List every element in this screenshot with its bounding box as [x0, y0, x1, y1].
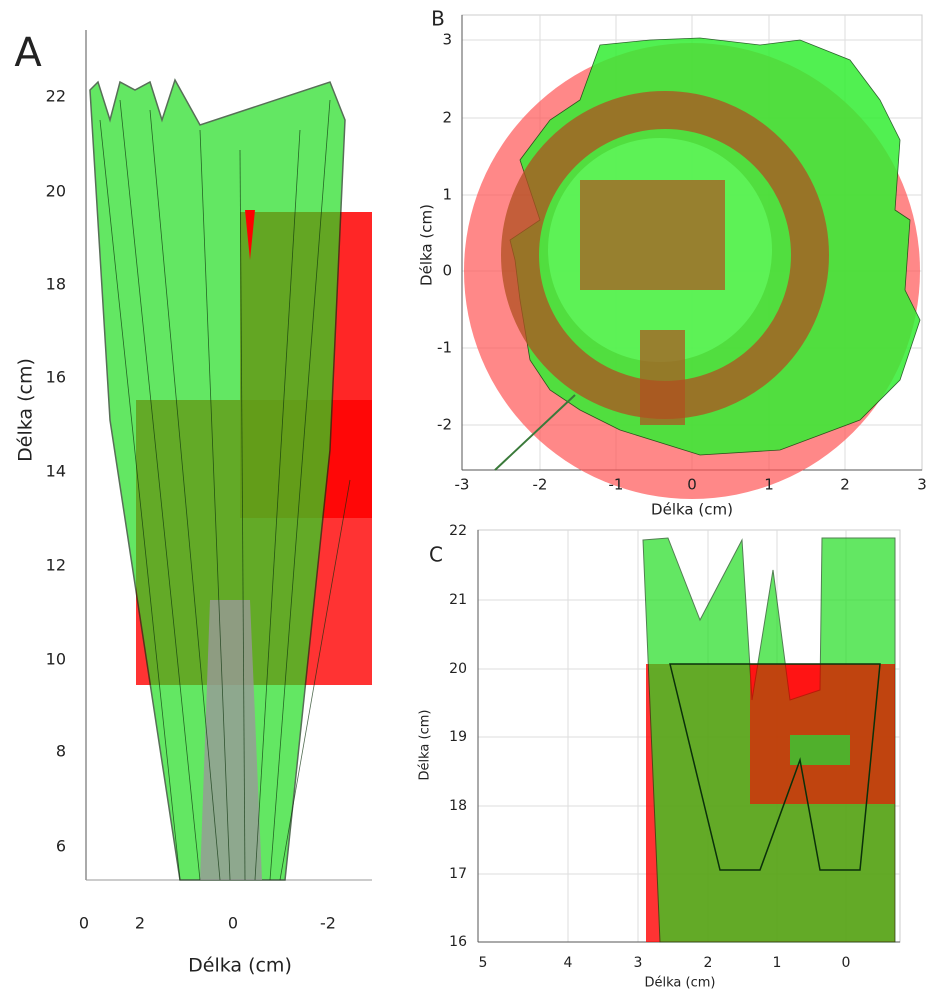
x-tick-label: 0 [842, 955, 851, 971]
panel-label: A [14, 30, 42, 76]
y-axis-label: Délka (cm) [418, 710, 433, 781]
x-tick-label: 2 [704, 955, 713, 971]
x-tick-label: 2 [135, 914, 145, 933]
y-axis-label: Délka (cm) [15, 358, 37, 462]
panel-c-drawing [477, 529, 901, 943]
y-tick-label: 2 [442, 109, 452, 127]
y-tick-label: 16 [449, 934, 467, 950]
x-tick-label: -1 [609, 476, 624, 494]
y-tick-label: 8 [56, 742, 66, 761]
x-tick-label: 4 [564, 955, 573, 971]
y-tick-label: 18 [46, 275, 66, 294]
y-tick-label: -2 [437, 416, 452, 434]
x-axis-label: Délka (cm) [651, 501, 733, 519]
x-tick-label: 0 [228, 914, 238, 933]
x-axis-label: Délka (cm) [188, 955, 292, 977]
y-tick-label: 1 [442, 186, 452, 204]
y-tick-label: 14 [46, 462, 66, 481]
y-tick-label: 3 [442, 31, 452, 49]
x-tick-label: 2 [840, 476, 850, 494]
panel-a-drawing [85, 30, 372, 881]
y-tick-label: 20 [46, 182, 66, 201]
x-tick-label: 1 [764, 476, 774, 494]
y-tick-label: 19 [449, 729, 467, 745]
y-tick-label: 16 [46, 368, 66, 387]
x-tick-label: -2 [533, 476, 548, 494]
y-tick-label: 6 [56, 837, 66, 856]
y-tick-label: 22 [46, 87, 66, 106]
x-tick-label: -2 [320, 914, 336, 933]
y-tick-label: 21 [449, 592, 467, 608]
y-tick-label: 20 [449, 661, 467, 677]
panel-label: B [431, 7, 445, 31]
y-tick-label: -1 [437, 339, 452, 357]
x-tick-label: -3 [455, 476, 470, 494]
y-tick-label: 17 [449, 866, 467, 882]
y-tick-label: 22 [449, 523, 467, 539]
x-tick-label: 0 [687, 476, 697, 494]
y-tick-label: 12 [46, 556, 66, 575]
x-tick-label: 3 [917, 476, 927, 494]
y-axis-label: Délka (cm) [418, 204, 436, 286]
x-tick-label: 3 [634, 955, 643, 971]
x-tick-label: 0 [79, 914, 89, 933]
y-tick-label: 18 [449, 798, 467, 814]
x-tick-label: 5 [479, 955, 488, 971]
y-tick-label: 0 [442, 262, 452, 280]
x-tick-label: 1 [773, 955, 782, 971]
panel-label: C [429, 543, 443, 567]
x-axis-label: Délka (cm) [645, 976, 716, 991]
y-tick-label: 10 [46, 650, 66, 669]
panel-b-drawing [461, 14, 923, 499]
